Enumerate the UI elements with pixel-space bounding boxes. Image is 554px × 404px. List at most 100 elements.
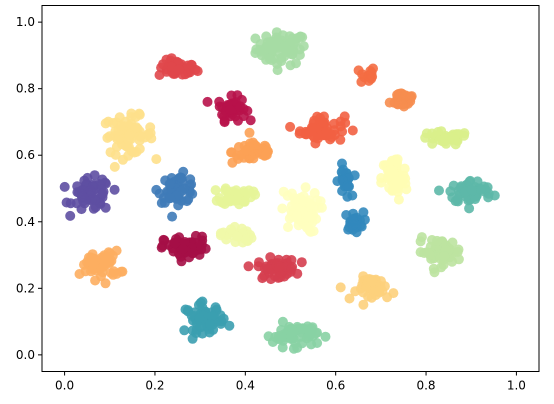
cluster-18 [215,221,257,248]
scatter-points [59,27,500,354]
data-point [126,112,137,123]
data-point [151,154,162,165]
data-point [225,224,236,235]
data-point [210,185,221,196]
cluster-15 [434,175,500,214]
data-point [114,112,125,123]
data-point [303,211,314,222]
data-point [100,278,111,289]
x-tick-label: 0.4 [236,379,255,393]
data-point [197,296,208,307]
data-point [59,181,70,192]
data-point [393,194,404,205]
data-point [298,41,309,52]
data-point [452,196,463,207]
data-point [274,261,285,272]
data-point [447,256,458,267]
data-point [466,184,477,195]
data-point [288,45,299,56]
data-point [347,190,358,201]
data-point [452,246,463,257]
data-point [238,186,249,197]
data-point [145,128,156,138]
data-point [243,261,254,272]
data-point [285,121,296,132]
data-point [296,257,307,268]
data-point [100,118,111,129]
data-point [115,120,126,131]
data-point [434,185,444,196]
data-point [195,321,206,332]
data-point [90,202,101,213]
data-point [89,170,100,181]
data-point [338,164,349,175]
cluster-9 [420,126,470,150]
data-point [306,339,317,350]
data-point [257,273,268,284]
data-point [366,276,377,287]
data-point [309,115,320,126]
data-point [278,186,289,197]
data-point [202,96,213,107]
data-point [65,210,76,221]
cluster-5 [202,90,256,128]
data-point [293,220,304,231]
data-point [397,99,408,110]
cluster-24 [179,296,235,344]
data-point [392,181,402,192]
data-point [101,256,112,267]
data-point [335,121,346,132]
data-point [465,175,476,186]
data-point [376,177,387,188]
data-point [304,328,315,339]
cluster-11 [151,166,198,222]
data-point [295,31,306,42]
data-point [286,263,297,274]
data-point [72,181,83,192]
data-point [342,180,353,191]
data-point [307,123,318,134]
data-point [305,199,316,210]
data-point [74,269,85,279]
data-point [427,138,438,149]
data-point [344,293,355,304]
data-point [219,117,230,128]
data-point [256,50,267,61]
data-point [260,150,271,161]
data-point [179,325,190,336]
data-point [116,266,127,277]
cluster-19 [156,230,211,267]
cluster-10 [59,170,120,221]
y-tick-label: 0.8 [16,82,35,96]
data-point [399,163,410,174]
data-point [321,126,332,137]
cluster-20 [74,245,128,289]
data-point [432,235,442,246]
data-point [165,193,176,204]
data-point [232,231,243,242]
data-point [420,132,431,143]
data-point [226,147,237,158]
data-point [158,234,169,245]
data-point [475,184,486,195]
cluster-12 [332,158,360,202]
data-point [400,90,411,101]
cluster-4 [384,88,417,112]
cluster-23 [335,271,399,310]
data-point [105,147,116,158]
data-point [464,203,475,214]
data-point [363,71,374,82]
data-point [444,131,455,142]
data-point [207,311,217,322]
data-point [90,275,101,286]
data-point [384,97,395,108]
data-point [190,64,201,75]
data-point [156,242,167,253]
data-point [295,126,305,137]
cluster-17 [277,182,327,237]
y-axis: 0.0 0.2 0.4 0.6 0.8 1.0 [16,15,42,362]
y-tick-label: 1.0 [16,15,35,29]
data-point [173,200,184,211]
data-point [287,33,298,44]
